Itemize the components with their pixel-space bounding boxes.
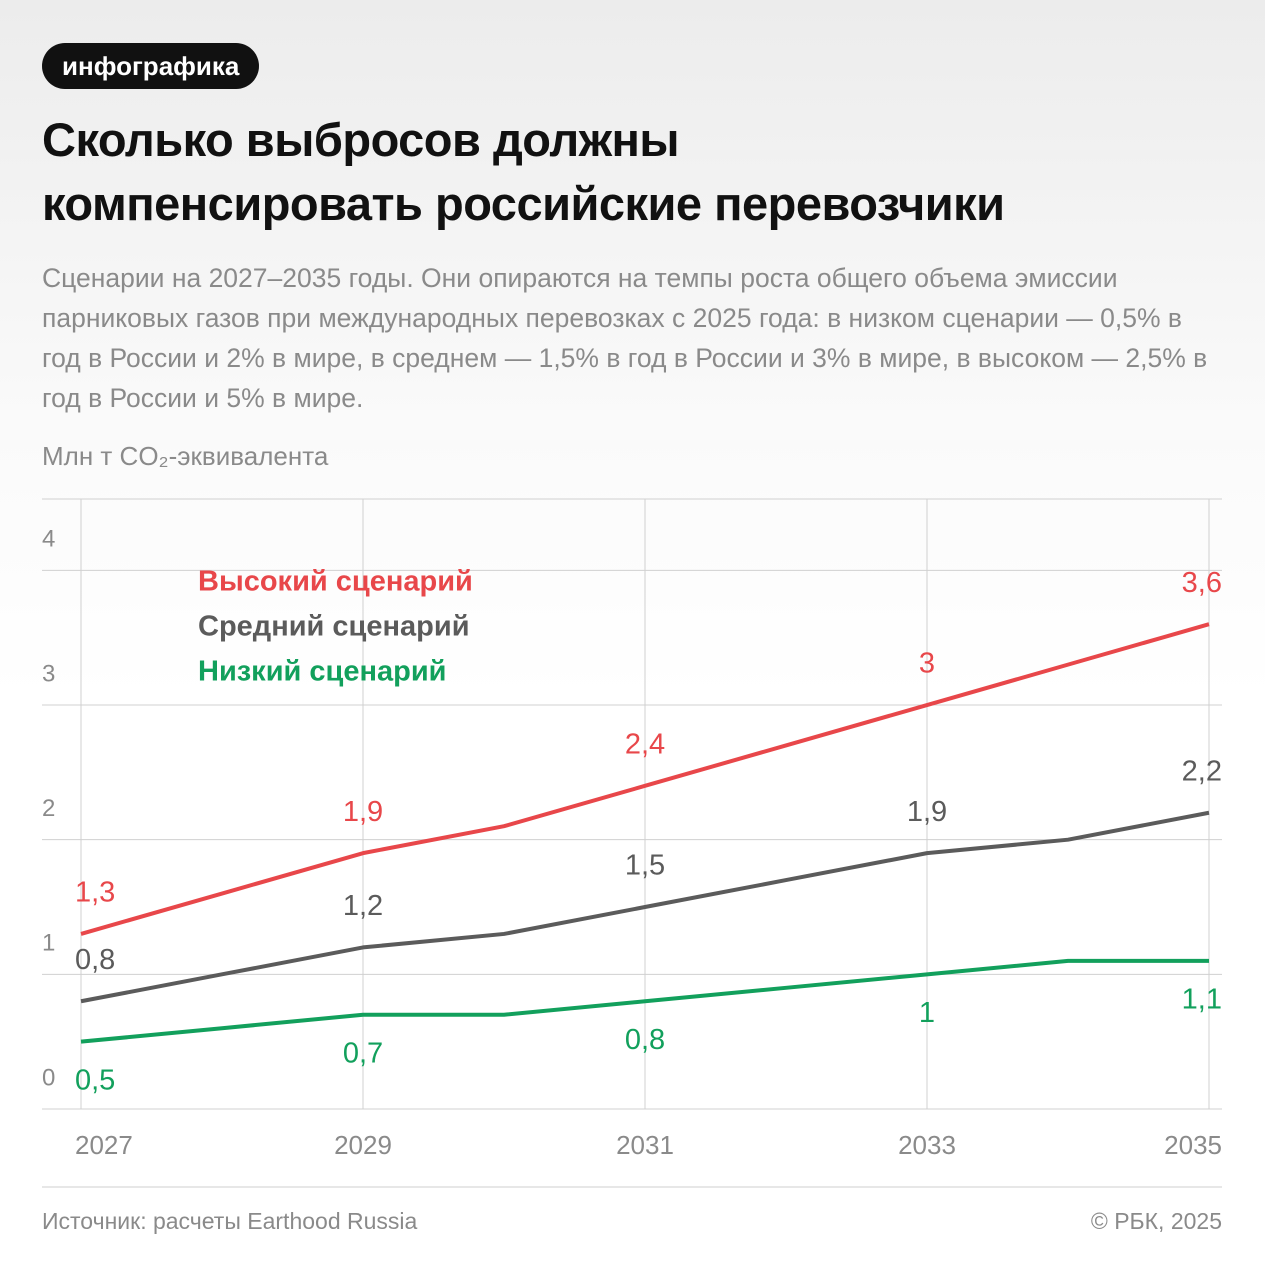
y-tick-label: 1 bbox=[42, 930, 55, 957]
x-tick-label: 2035 bbox=[1164, 1130, 1222, 1160]
title-line: компенсировать российские перевозчики bbox=[42, 177, 1005, 230]
data-label: 0,8 bbox=[75, 944, 115, 976]
data-label: 3 bbox=[919, 648, 935, 680]
x-tick-label: 2033 bbox=[898, 1130, 956, 1160]
data-label: 0,8 bbox=[625, 1024, 665, 1056]
credit: © РБК, 2025 bbox=[1091, 1208, 1222, 1234]
badge: инфографика bbox=[42, 43, 260, 89]
series-line bbox=[80, 622, 1210, 936]
data-label: 0,5 bbox=[75, 1064, 115, 1096]
data-label: 1,5 bbox=[625, 850, 665, 882]
legend-entry: Высокий сценарий bbox=[198, 566, 473, 598]
data-label: 1,1 bbox=[1182, 984, 1222, 1016]
title-line: Сколько выбросов должны bbox=[42, 113, 680, 166]
y-axis-label: Млн т CO₂-эквивалента bbox=[42, 441, 329, 471]
source: Источник: расчеты Earthood Russia bbox=[42, 1208, 418, 1234]
y-tick-label: 4 bbox=[42, 526, 55, 553]
legend-entry: Низкий сценарий bbox=[198, 656, 447, 688]
data-label: 2,4 bbox=[625, 728, 665, 760]
x-tick-label: 2029 bbox=[334, 1130, 392, 1160]
data-label: 1,2 bbox=[343, 890, 383, 922]
legend-entry: Средний сценарий bbox=[198, 611, 470, 643]
y-tick-label: 2 bbox=[42, 795, 55, 822]
data-label: 0,7 bbox=[343, 1037, 383, 1069]
series-line bbox=[80, 958, 1209, 1044]
x-tick-label: 2031 bbox=[616, 1130, 674, 1160]
data-label: 1 bbox=[919, 997, 935, 1029]
y-tick-label: 3 bbox=[42, 660, 55, 687]
series-line bbox=[80, 810, 1210, 1004]
data-label: 1,9 bbox=[343, 796, 383, 828]
data-label: 2,2 bbox=[1182, 755, 1222, 787]
x-tick-label: 2027 bbox=[75, 1130, 133, 1160]
data-label: 1,3 bbox=[75, 877, 115, 909]
data-label: 1,9 bbox=[907, 796, 947, 828]
data-label: 3,6 bbox=[1182, 567, 1222, 599]
subtitle: Сценарии на 2027–2035 годы. Они опираютс… bbox=[42, 263, 1208, 413]
y-tick-label: 0 bbox=[42, 1064, 55, 1091]
